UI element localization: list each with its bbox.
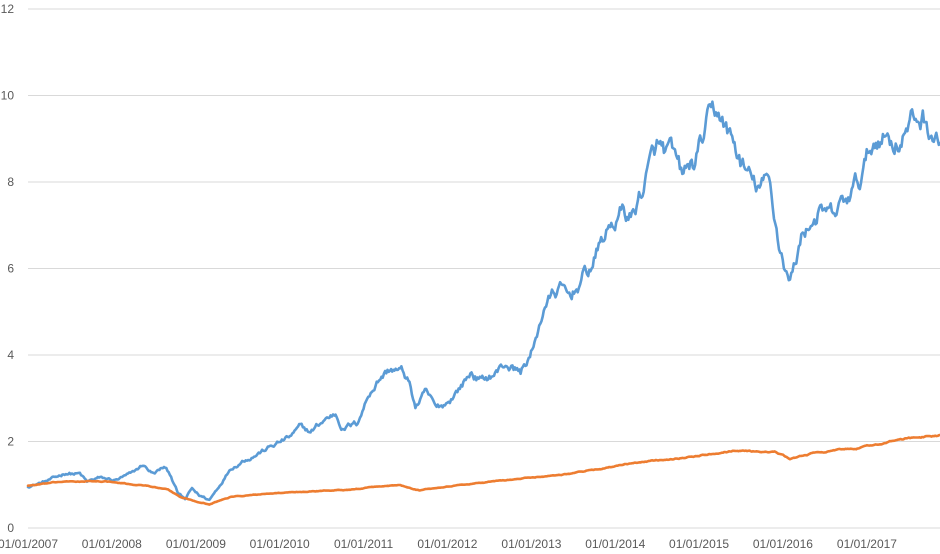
series-lines [26,100,940,506]
y-tick-label: 2 [7,435,14,449]
x-tick-label: 01/01/2010 [250,537,310,551]
y-tick-label: 0 [7,521,14,535]
y-axis-ticks: 0 2 4 6 8 10 12 [1,2,15,535]
x-tick-label: 01/01/2008 [82,537,142,551]
x-tick-label: 01/01/2009 [166,537,226,551]
series-line-2 [26,433,940,506]
gridlines [28,8,940,529]
y-tick-label: 10 [1,89,15,103]
x-tick-label: 01/01/2014 [585,537,645,551]
y-tick-label: 6 [7,262,14,276]
x-tick-label: 01/01/2011 [334,537,393,551]
x-tick-label: 01/01/2013 [501,537,561,551]
x-tick-label: 01/01/2012 [417,537,477,551]
x-tick-label: 01/01/2016 [753,537,813,551]
x-axis-ticks: 01/01/2007 01/01/2008 01/01/2009 01/01/2010… [0,537,897,551]
y-tick-label: 12 [1,2,15,16]
x-tick-label: 01/01/2017 [837,537,897,551]
x-tick-label: 01/01/2007 [0,537,58,551]
x-tick-label: 01/01/2015 [669,537,729,551]
y-tick-label: 4 [7,348,14,362]
series-line-1 [26,100,940,502]
y-tick-label: 8 [7,175,14,189]
